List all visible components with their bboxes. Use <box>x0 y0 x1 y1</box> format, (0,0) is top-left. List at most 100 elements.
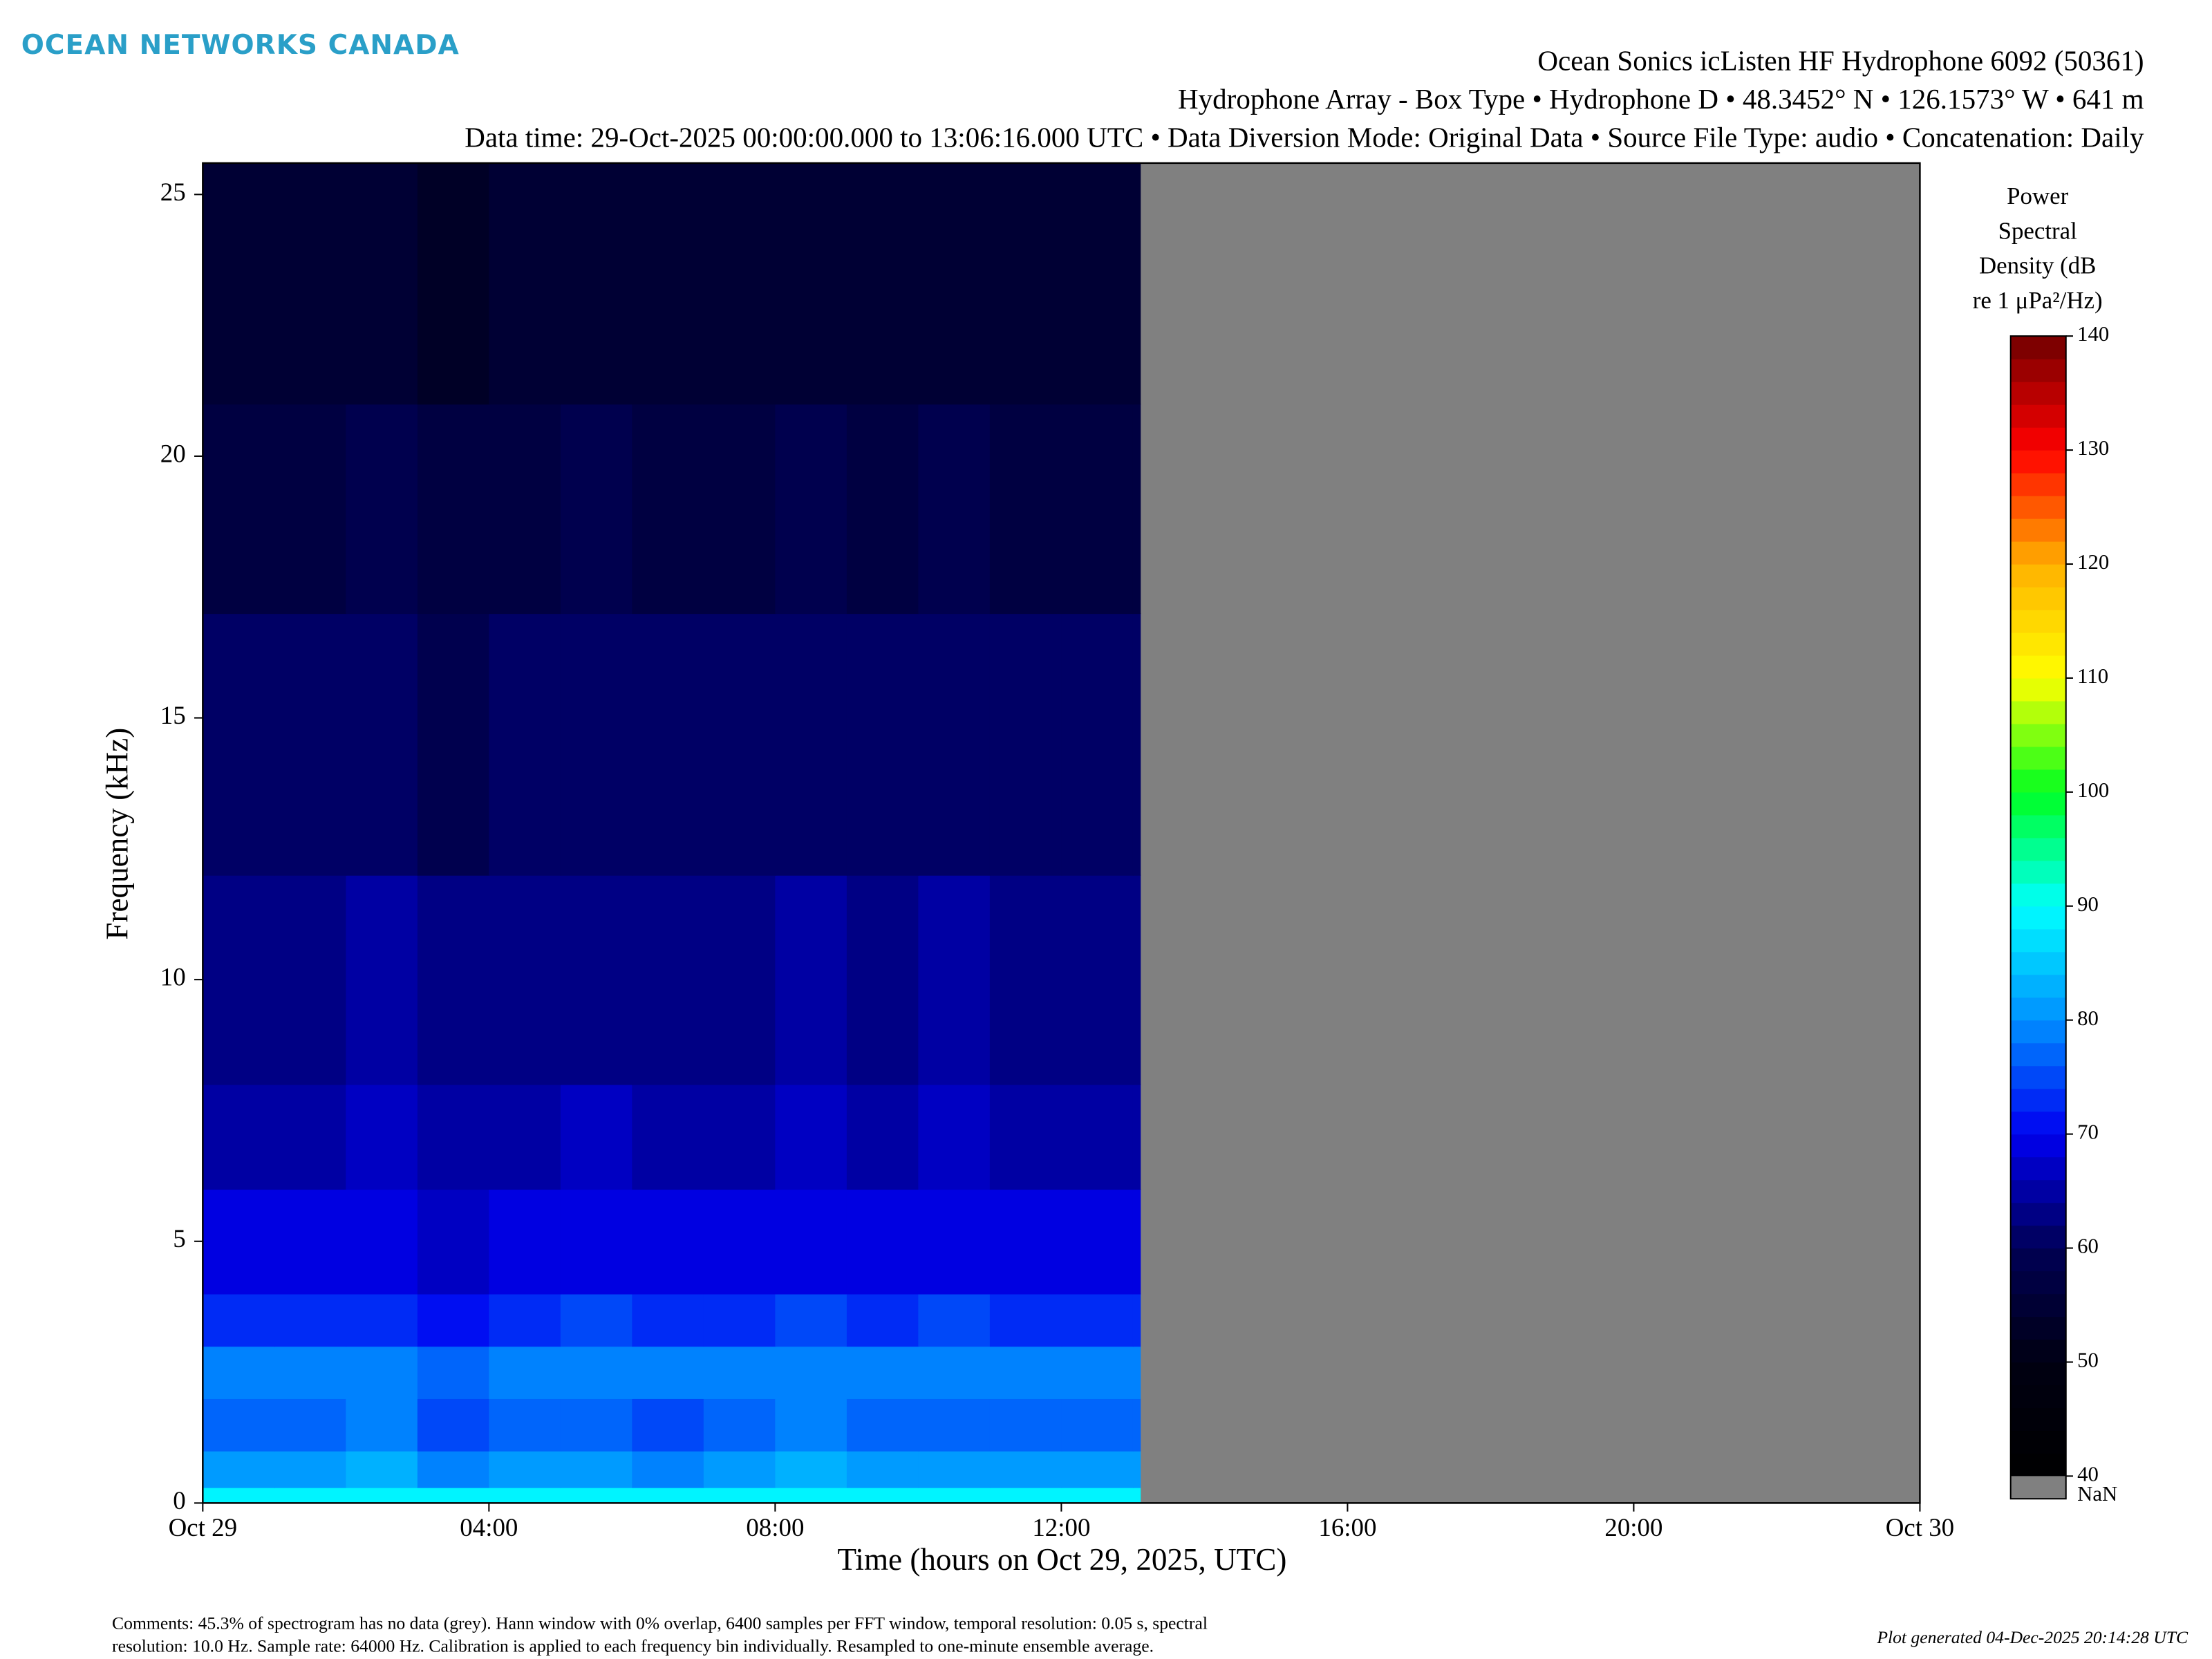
heatmap-cell <box>417 1293 490 1347</box>
heatmap-cell <box>203 162 275 405</box>
heatmap-cell <box>346 1398 418 1452</box>
heatmap-cell <box>703 613 776 876</box>
heatmap-cell <box>1132 1293 1141 1347</box>
x-tick-label: 16:00 <box>1318 1513 1376 1541</box>
x-tick-label: 12:00 <box>1032 1513 1090 1541</box>
colorbar-step <box>2010 359 2066 382</box>
heatmap-cell <box>274 1293 347 1347</box>
heatmap-cell <box>703 404 776 615</box>
heatmap-cell <box>918 1487 991 1504</box>
heatmap-cell <box>703 1450 776 1488</box>
heatmap-cell <box>1061 1450 1134 1488</box>
title-line: Ocean Sonics icListen HF Hydrophone 6092… <box>1537 45 2144 77</box>
heatmap-cell <box>918 1293 991 1347</box>
heatmap-cell <box>703 1346 776 1399</box>
heatmap-cell <box>489 1487 561 1504</box>
heatmap-cell <box>989 874 1062 1085</box>
heatmap-cell <box>1061 1189 1134 1295</box>
x-tick-label: Oct 30 <box>1886 1513 1954 1541</box>
heatmap-cell <box>560 1450 633 1488</box>
heatmap-cell <box>989 1346 1062 1399</box>
heatmap-cell <box>203 1398 275 1452</box>
heatmap-cell <box>632 404 704 615</box>
heatmap-cell <box>989 162 1062 405</box>
heatmap-cell <box>346 1189 418 1295</box>
heatmap-cell <box>346 404 418 615</box>
heatmap-cell <box>775 1346 847 1399</box>
heatmap-cell <box>846 1398 919 1452</box>
heatmap-cell <box>1061 874 1134 1085</box>
heatmap-cell <box>203 1293 275 1347</box>
heatmap-cell <box>775 1189 847 1295</box>
heatmap-cell <box>1132 1398 1141 1452</box>
heatmap-cell <box>1061 613 1134 876</box>
heatmap-cell <box>417 1450 490 1488</box>
heatmap-cell <box>346 1450 418 1488</box>
heatmap-cell <box>846 1487 919 1504</box>
x-tick-label: 04:00 <box>460 1513 518 1541</box>
colorbar-step <box>2010 1316 2066 1340</box>
heatmap-cell <box>703 1293 776 1347</box>
heatmap-cell <box>632 1398 704 1452</box>
colorbar-step <box>2010 723 2066 747</box>
heatmap-cell <box>775 1487 847 1504</box>
heatmap-cell <box>918 1450 991 1488</box>
heatmap-cell <box>1132 1346 1141 1399</box>
colorbar-step <box>2010 677 2066 702</box>
heatmap-cell <box>489 613 561 876</box>
heatmap-cell <box>846 1450 919 1488</box>
heatmap-cell <box>632 1487 704 1504</box>
heatmap-cell <box>346 1084 418 1190</box>
colorbar-step <box>2010 1248 2066 1272</box>
heatmap-cell <box>346 162 418 405</box>
heatmap-cell <box>203 613 275 876</box>
colorbar-step <box>2010 1453 2066 1477</box>
colorbar-tick-label: 60 <box>2077 1235 2099 1258</box>
heatmap-cell <box>989 1450 1062 1488</box>
colorbar-step <box>2010 450 2066 474</box>
colorbar-tick-label: 50 <box>2077 1349 2099 1372</box>
colorbar-step <box>2010 586 2066 610</box>
colorbar-step <box>2010 609 2066 633</box>
colorbar-step <box>2010 883 2066 907</box>
heatmap-cell <box>274 613 347 876</box>
colorbar-step <box>2010 1088 2066 1112</box>
colorbar-step <box>2010 632 2066 656</box>
y-tick-label: 25 <box>160 178 186 206</box>
heatmap-cell <box>346 1487 418 1504</box>
heatmap-cell <box>703 1084 776 1190</box>
heatmap-cell <box>274 1487 347 1504</box>
heatmap-cell <box>775 1398 847 1452</box>
colorbar-label: Spectral <box>1998 217 2077 244</box>
heatmap-cell <box>775 874 847 1085</box>
heatmap-cell <box>560 404 633 615</box>
colorbar-step <box>2010 1407 2066 1432</box>
title-line: Hydrophone Array - Box Type • Hydrophone… <box>1178 83 2144 115</box>
heatmap-cell <box>632 1346 704 1399</box>
heatmap-cell <box>274 1398 347 1452</box>
colorbar-tick-label: 110 <box>2077 664 2108 688</box>
x-tick-label: 08:00 <box>746 1513 804 1541</box>
y-tick-label: 20 <box>160 439 186 467</box>
heatmap-cell <box>1061 1398 1134 1452</box>
heatmap-cell <box>417 1189 490 1295</box>
heatmap-cell <box>632 1189 704 1295</box>
title-line: Data time: 29-Oct-2025 00:00:00.000 to 1… <box>465 121 2144 153</box>
heatmap-cell <box>417 874 490 1085</box>
heatmap-cell <box>989 1189 1062 1295</box>
colorbar-step <box>2010 1271 2066 1295</box>
x-axis-label: Time (hours on Oct 29, 2025, UTC) <box>837 1542 1286 1577</box>
heatmap-cell <box>274 404 347 615</box>
heatmap-cell <box>489 1398 561 1452</box>
x-tick-label: 20:00 <box>1604 1513 1662 1541</box>
heatmap-cell <box>417 162 490 405</box>
heatmap-cell <box>489 1293 561 1347</box>
heatmap-cell <box>560 874 633 1085</box>
colorbar-step <box>2010 1111 2066 1135</box>
heatmap-cell <box>274 1450 347 1488</box>
heatmap-cell <box>989 1293 1062 1347</box>
heatmap-cell <box>918 1084 991 1190</box>
colorbar-step <box>2010 655 2066 679</box>
heatmap-cell <box>560 1293 633 1347</box>
